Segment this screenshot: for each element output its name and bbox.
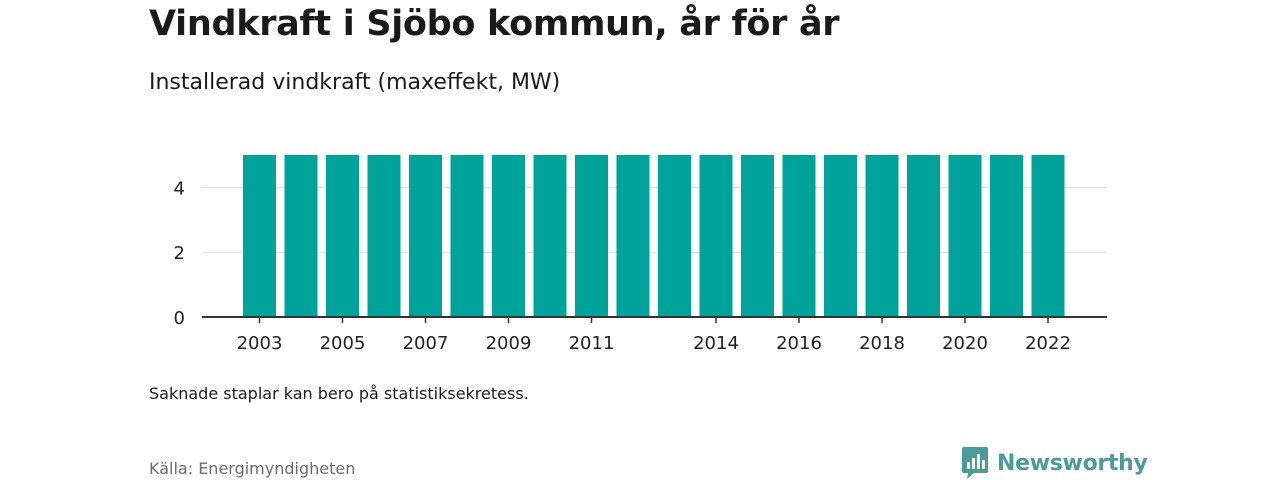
chart-note: Saknade staplar kan bero på statistiksek… xyxy=(149,384,529,403)
y-tick-label: 0 xyxy=(174,308,185,329)
x-tick-label: 2007 xyxy=(403,333,449,354)
x-tick-label: 2018 xyxy=(859,333,905,354)
chart-subtitle: Installerad vindkraft (maxeffekt, MW) xyxy=(149,70,561,95)
bar-2019 xyxy=(907,155,940,317)
bar-chart: 0 2 4 2003 2005 2007 2009 2011 2014 2016 2018 2020 2… xyxy=(174,155,1107,354)
bar-2005 xyxy=(326,155,359,317)
x-tick-label: 2016 xyxy=(776,333,822,354)
bar-2018 xyxy=(865,155,899,317)
bar-2013 xyxy=(658,155,691,317)
x-tick-label: 2009 xyxy=(486,333,532,354)
bar-2008 xyxy=(450,155,484,317)
bar-2021 xyxy=(990,155,1023,317)
bar-2016 xyxy=(782,155,816,317)
x-tick-label: 2022 xyxy=(1025,333,1071,354)
y-tick-label: 4 xyxy=(174,178,185,199)
chart-title: Vindkraft i Sjöbo kommun, år för år xyxy=(149,4,840,44)
y-tick-label: 2 xyxy=(174,243,185,264)
bar-2009 xyxy=(492,155,525,317)
bar-2014 xyxy=(699,155,733,317)
bar-2011 xyxy=(575,155,608,317)
brand-logo: Newsworthy xyxy=(962,447,1148,479)
bar-2010 xyxy=(533,155,567,317)
x-tick-label: 2005 xyxy=(320,333,366,354)
bar-2004 xyxy=(284,155,318,317)
bar-2015 xyxy=(741,155,774,317)
bar-2020 xyxy=(948,155,982,317)
x-tick-label: 2003 xyxy=(237,333,283,354)
newsworthy-logo-icon xyxy=(962,447,988,479)
bar-2003 xyxy=(243,155,276,317)
brand-name: Newsworthy xyxy=(997,450,1148,476)
bar-2006 xyxy=(367,155,401,317)
bar-2017 xyxy=(824,155,857,317)
bar-2022 xyxy=(1031,155,1065,317)
bar-2007 xyxy=(409,155,442,317)
x-tick-label: 2011 xyxy=(569,333,615,354)
source-label: Källa: Energimyndigheten xyxy=(149,459,356,478)
x-tick-label: 2020 xyxy=(942,333,988,354)
bar-2012 xyxy=(616,155,650,317)
x-tick-label: 2014 xyxy=(693,333,739,354)
